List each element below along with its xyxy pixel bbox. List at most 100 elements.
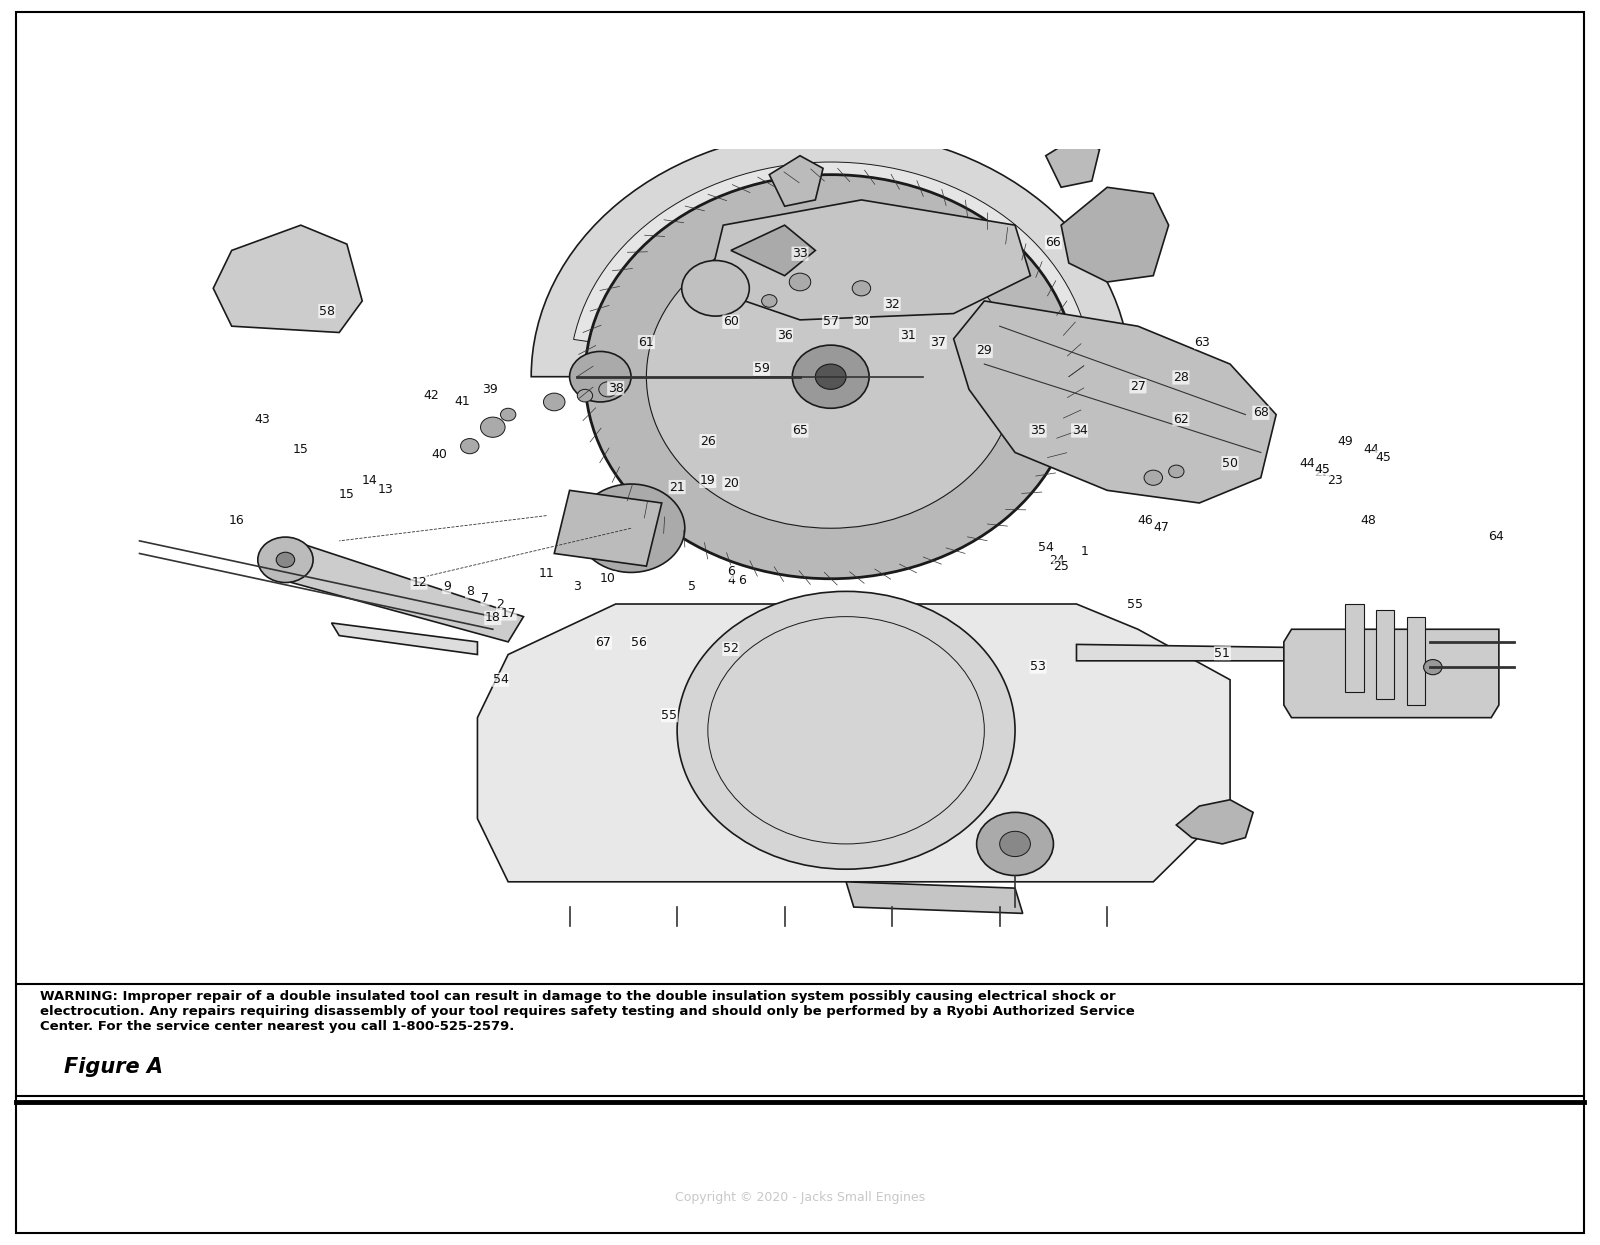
Text: 7: 7	[482, 591, 490, 605]
Text: 30: 30	[853, 315, 869, 329]
Text: 60: 60	[723, 315, 739, 329]
Text: 67: 67	[595, 636, 611, 649]
Text: 43: 43	[254, 412, 270, 426]
Circle shape	[570, 351, 630, 402]
Polygon shape	[554, 491, 662, 566]
Text: 62: 62	[1173, 412, 1189, 426]
Circle shape	[789, 273, 811, 291]
Circle shape	[1000, 832, 1030, 857]
Text: 51: 51	[1214, 646, 1230, 660]
Text: 2: 2	[496, 598, 504, 611]
Text: 1: 1	[1080, 545, 1088, 558]
Text: 66: 66	[1045, 235, 1061, 249]
Text: 23: 23	[1326, 474, 1342, 487]
Circle shape	[586, 174, 1077, 579]
Polygon shape	[731, 225, 816, 275]
Text: 54: 54	[493, 674, 509, 686]
Text: 57: 57	[822, 315, 838, 329]
Circle shape	[578, 390, 592, 402]
Text: Figure A: Figure A	[64, 1057, 163, 1077]
Text: 12: 12	[411, 576, 427, 589]
Text: 3: 3	[573, 580, 581, 594]
Polygon shape	[477, 604, 1230, 881]
Polygon shape	[707, 200, 1030, 320]
Polygon shape	[278, 540, 523, 642]
Text: 5: 5	[688, 580, 696, 594]
Text: 68: 68	[1253, 406, 1269, 420]
Circle shape	[762, 295, 778, 308]
Text: 25: 25	[1053, 560, 1069, 573]
Text: 52: 52	[723, 642, 739, 655]
Text: 24: 24	[1048, 554, 1064, 566]
Text: 16: 16	[229, 514, 245, 527]
Text: 22: 22	[1314, 466, 1330, 478]
Text: 50: 50	[1222, 457, 1238, 469]
Text: 65: 65	[792, 425, 808, 437]
Text: 63: 63	[1195, 336, 1210, 349]
Text: 8: 8	[466, 585, 474, 598]
Text: 48: 48	[1360, 514, 1376, 527]
Circle shape	[646, 225, 1014, 528]
Circle shape	[258, 537, 314, 583]
Text: 17: 17	[501, 608, 517, 620]
Circle shape	[277, 553, 294, 568]
Text: 20: 20	[723, 477, 739, 491]
Text: 64: 64	[1488, 530, 1504, 543]
Polygon shape	[1046, 137, 1099, 187]
Text: 11: 11	[539, 568, 555, 580]
Circle shape	[677, 591, 1014, 869]
Wedge shape	[573, 162, 1088, 377]
Polygon shape	[770, 156, 822, 207]
Text: 55: 55	[661, 708, 677, 722]
Polygon shape	[213, 225, 362, 332]
Text: 32: 32	[885, 298, 901, 310]
Circle shape	[1168, 466, 1184, 478]
Text: 61: 61	[638, 336, 654, 349]
Bar	[1376, 610, 1395, 698]
Text: 45: 45	[1376, 451, 1392, 463]
Circle shape	[1424, 660, 1442, 675]
Circle shape	[976, 812, 1053, 875]
Text: 46: 46	[1138, 514, 1154, 527]
Polygon shape	[1061, 187, 1168, 283]
Polygon shape	[846, 881, 1022, 914]
Text: Copyright © 2020 - Jacks Small Engines: Copyright © 2020 - Jacks Small Engines	[675, 1191, 925, 1204]
Text: 4: 4	[726, 574, 734, 588]
Text: 29: 29	[976, 345, 992, 357]
Wedge shape	[531, 131, 1130, 377]
Circle shape	[608, 509, 654, 548]
Text: 6: 6	[726, 565, 734, 579]
Text: 26: 26	[699, 435, 715, 448]
Text: 10: 10	[600, 571, 616, 585]
Text: 34: 34	[1072, 425, 1088, 437]
Text: 42: 42	[424, 388, 440, 402]
Text: 27: 27	[1130, 380, 1146, 393]
Text: 55: 55	[1126, 598, 1142, 611]
Circle shape	[816, 364, 846, 390]
Circle shape	[501, 408, 515, 421]
Circle shape	[544, 393, 565, 411]
Text: 18: 18	[485, 611, 501, 625]
Circle shape	[598, 382, 618, 397]
Text: 44: 44	[1363, 443, 1379, 457]
Text: 41: 41	[454, 395, 470, 408]
Text: 54: 54	[1038, 540, 1054, 554]
Text: 6: 6	[738, 574, 746, 588]
Bar	[1346, 604, 1363, 692]
Text: 36: 36	[776, 329, 792, 341]
Polygon shape	[1176, 799, 1253, 844]
Bar	[1406, 616, 1426, 705]
Text: WARNING: Improper repair of a double insulated tool can result in damage to the : WARNING: Improper repair of a double ins…	[40, 990, 1134, 1033]
Text: 49: 49	[1338, 435, 1354, 448]
Circle shape	[480, 417, 506, 437]
Text: 13: 13	[378, 483, 394, 497]
Circle shape	[578, 484, 685, 573]
Circle shape	[682, 260, 749, 316]
Text: 45: 45	[1314, 463, 1330, 476]
Circle shape	[792, 345, 869, 408]
Text: 44: 44	[1299, 457, 1315, 469]
Text: 58: 58	[318, 305, 334, 317]
Text: 9: 9	[443, 580, 451, 594]
Text: 21: 21	[669, 481, 685, 493]
Text: 19: 19	[699, 474, 715, 487]
